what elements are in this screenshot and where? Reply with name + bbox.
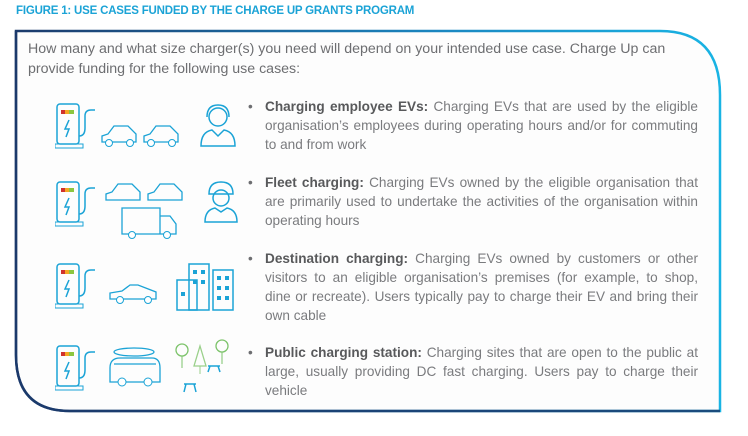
bullet: • (248, 345, 253, 360)
trees-picnic-icon (175, 339, 229, 393)
use-case-fleet: • Fleet charging: Charging EVs owned by … (248, 173, 698, 230)
use-case-text: Charging EVs owned by the eligible organ… (265, 175, 698, 228)
campervan-icon (109, 347, 161, 387)
figure-title: FIGURE 1: USE CASES FUNDED BY THE CHARGE… (16, 5, 415, 17)
ev-charger-icon (55, 103, 95, 149)
use-case-heading: Charging employee EVs: (265, 99, 429, 114)
fleet-vehicles-icon (105, 183, 183, 239)
buildings-icon (176, 263, 234, 311)
convertible-car-icon (109, 284, 157, 304)
bullet: • (248, 175, 253, 190)
use-case-heading: Destination charging: (265, 251, 409, 266)
employee-headset-icon (200, 104, 236, 147)
use-case-public: • Public charging station: Charging site… (248, 343, 698, 400)
bullet: • (248, 99, 253, 114)
ev-charger-icon (55, 345, 95, 391)
bullet: • (248, 251, 253, 266)
use-case-heading: Fleet charging: (265, 175, 364, 190)
ev-charger-icon (55, 263, 95, 309)
intro-text: How many and what size charger(s) you ne… (28, 41, 666, 77)
use-case-employee: • Charging employee EVs: Charging EVs th… (248, 97, 698, 154)
use-case-text: Charging EVs owned by customers or other… (265, 251, 698, 323)
car-icon (101, 125, 179, 147)
use-case-destination: • Destination charging: Charging EVs own… (248, 249, 698, 325)
use-case-text: Charging EVs that are used by the eligib… (265, 99, 698, 152)
use-case-text: Charging sites that are open to the publ… (265, 345, 698, 398)
worker-hardhat-icon (204, 181, 238, 223)
ev-charger-icon (55, 181, 95, 227)
use-case-heading: Public charging station: (265, 345, 422, 360)
